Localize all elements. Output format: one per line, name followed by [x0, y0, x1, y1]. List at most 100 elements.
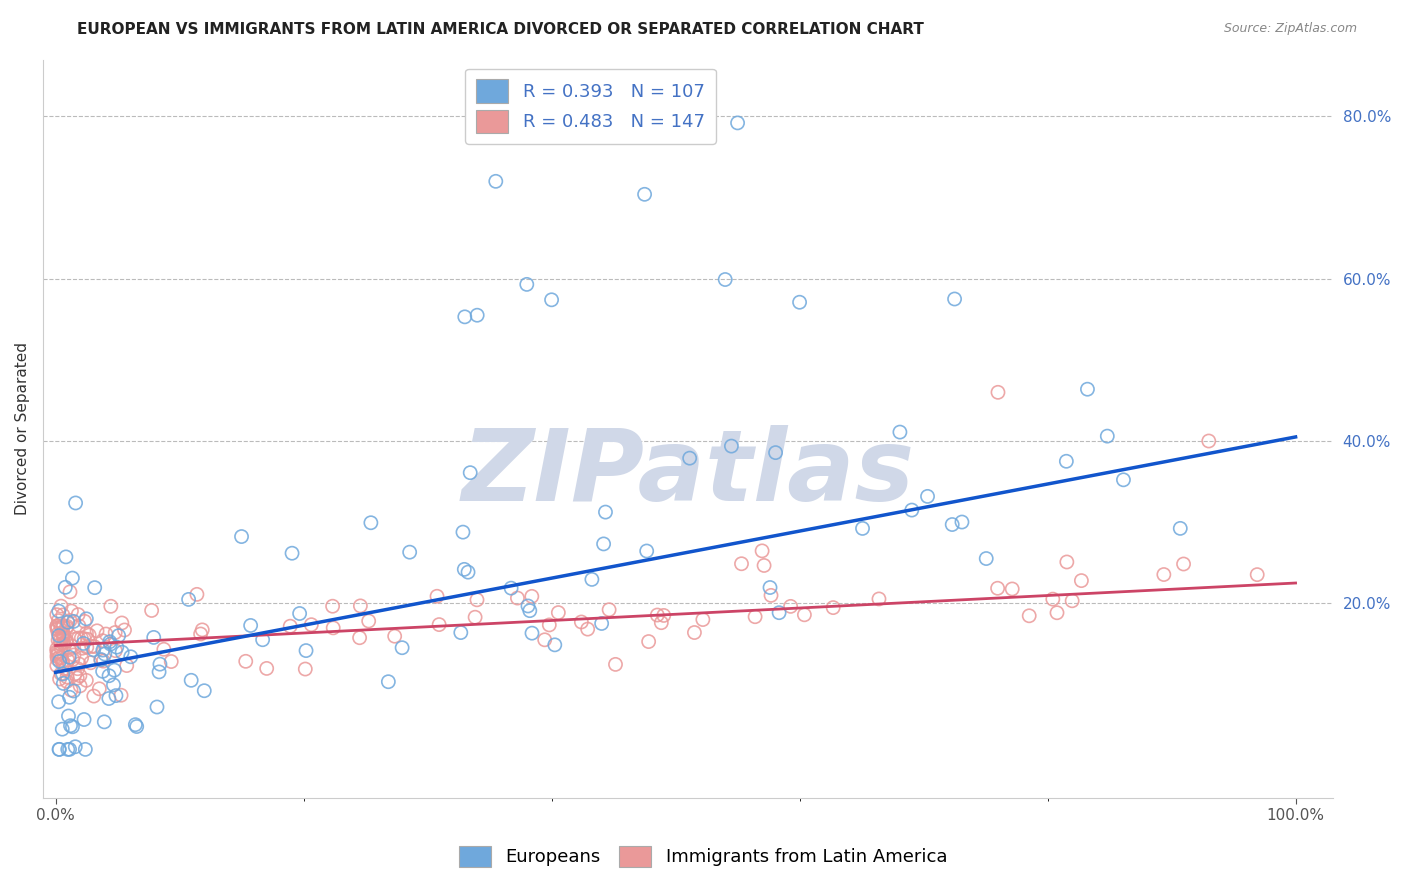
Point [55, 621, 77, 635]
Point [464, 610, 486, 624]
Point [83, 643, 105, 657]
Point [58, 642, 80, 657]
Point [105, 640, 128, 655]
Point [93, 714, 115, 729]
Point [60, 683, 83, 698]
Point [104, 689, 127, 703]
Point [141, 603, 163, 617]
Point [120, 649, 142, 664]
Point [1062, 594, 1084, 608]
Point [186, 587, 208, 601]
Point [69, 668, 91, 682]
Point [45, 649, 67, 664]
Point [823, 600, 845, 615]
Point [1054, 454, 1077, 468]
Point [520, 626, 543, 640]
Point [485, 174, 508, 188]
Point [633, 187, 655, 202]
Point [48, 604, 70, 618]
Point [547, 606, 569, 620]
Point [91, 643, 114, 657]
Point [59, 585, 82, 599]
Point [104, 625, 127, 640]
Point [727, 116, 749, 130]
Point [398, 545, 420, 559]
Point [48, 742, 70, 756]
Point [46, 633, 69, 648]
Point [124, 717, 146, 731]
Point [45, 619, 67, 633]
Point [58, 709, 80, 723]
Point [278, 619, 301, 633]
Point [55, 633, 77, 648]
Point [605, 657, 627, 672]
Point [48, 629, 70, 643]
Point [256, 661, 278, 675]
Point [457, 565, 479, 579]
Text: ZIPatlas: ZIPatlas [461, 425, 914, 522]
Point [53, 638, 76, 652]
Point [51, 651, 73, 665]
Point [652, 608, 675, 623]
Point [453, 562, 475, 576]
Point [49, 637, 72, 651]
Y-axis label: Divorced or Separated: Divorced or Separated [15, 343, 30, 516]
Point [901, 503, 924, 517]
Point [48, 672, 70, 686]
Point [1076, 382, 1098, 396]
Point [450, 625, 472, 640]
Point [56, 742, 79, 756]
Point [94, 647, 117, 661]
Point [46, 652, 69, 666]
Point [950, 515, 973, 529]
Point [598, 603, 620, 617]
Point [868, 591, 890, 606]
Point [56, 670, 79, 684]
Point [90, 652, 112, 666]
Point [1153, 567, 1175, 582]
Point [58, 742, 80, 756]
Point [569, 615, 592, 629]
Point [48, 654, 70, 668]
Point [94, 627, 117, 641]
Point [104, 643, 127, 657]
Point [974, 551, 997, 566]
Point [62, 615, 84, 629]
Point [75, 742, 97, 756]
Text: EUROPEAN VS IMMIGRANTS FROM LATIN AMERICA DIVORCED OR SEPARATED CORRELATION CHAR: EUROPEAN VS IMMIGRANTS FROM LATIN AMERIC… [77, 22, 924, 37]
Point [322, 599, 344, 614]
Point [60, 604, 83, 618]
Point [55, 662, 77, 676]
Point [51, 620, 73, 634]
Point [70, 651, 93, 665]
Point [45, 619, 67, 633]
Point [67, 619, 90, 633]
Point [595, 505, 617, 519]
Point [1042, 592, 1064, 607]
Point [153, 642, 176, 657]
Point [114, 623, 136, 637]
Point [91, 633, 114, 648]
Point [1198, 434, 1220, 448]
Point [86, 624, 108, 638]
Point [80, 640, 103, 654]
Point [759, 581, 782, 595]
Point [730, 557, 752, 571]
Point [520, 590, 543, 604]
Point [91, 665, 114, 679]
Point [53, 580, 76, 594]
Point [58, 690, 80, 705]
Point [49, 617, 72, 632]
Point [1056, 555, 1078, 569]
Point [759, 588, 782, 602]
Point [66, 671, 89, 685]
Point [115, 658, 138, 673]
Point [48, 742, 70, 756]
Point [100, 599, 122, 614]
Point [56, 653, 79, 667]
Point [281, 546, 304, 560]
Point [125, 719, 148, 733]
Point [943, 292, 966, 306]
Point [48, 614, 70, 628]
Point [45, 641, 67, 656]
